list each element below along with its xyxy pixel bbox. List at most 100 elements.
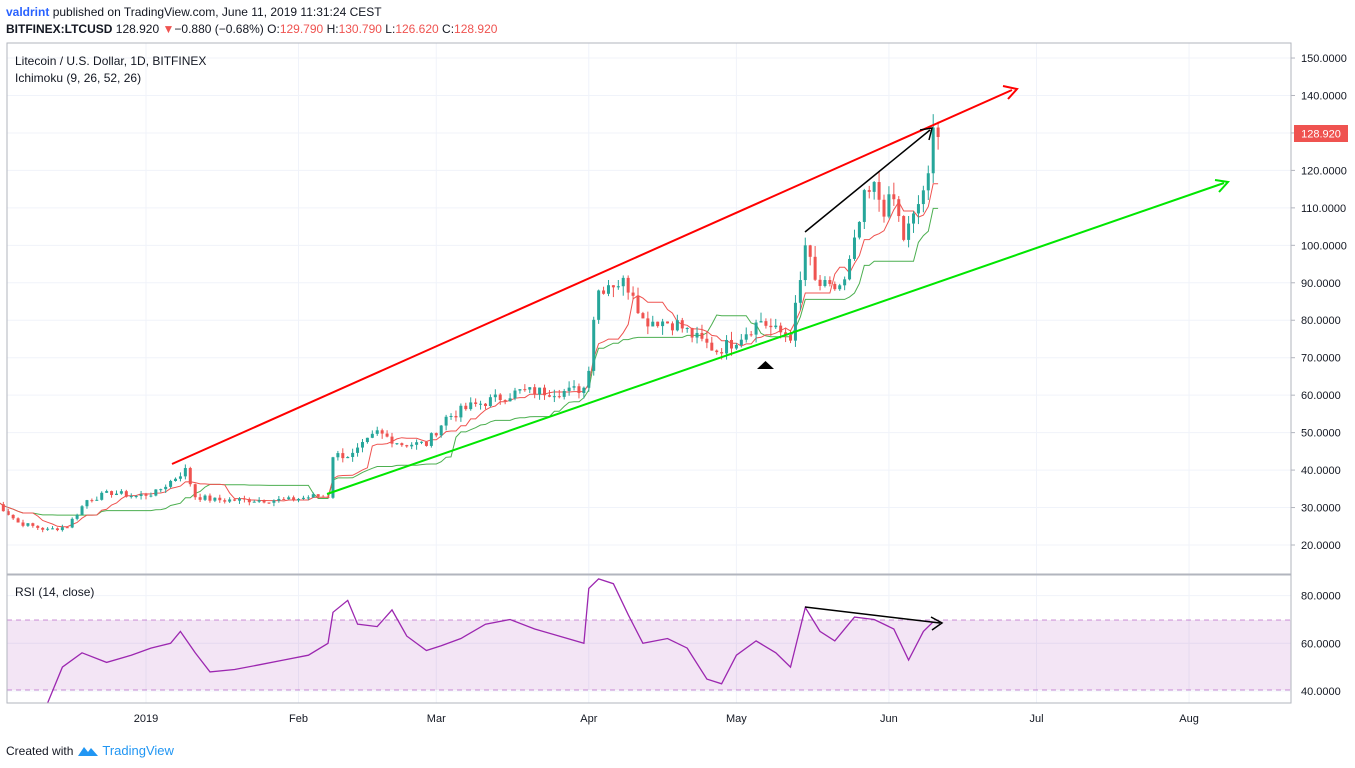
candle <box>282 498 286 500</box>
candle <box>774 325 778 328</box>
candle <box>51 528 55 530</box>
candle <box>306 497 310 499</box>
candle <box>129 496 133 498</box>
candle <box>449 415 453 417</box>
candle <box>134 495 138 497</box>
candle <box>247 499 251 503</box>
candle <box>193 484 197 498</box>
candle <box>867 190 871 192</box>
candle <box>636 295 640 314</box>
candle <box>828 280 832 284</box>
candle <box>582 387 586 394</box>
candle <box>385 433 389 437</box>
candle <box>326 496 330 498</box>
price-tick-label: 100.0000 <box>1301 240 1347 252</box>
candle <box>887 194 891 217</box>
candle <box>700 332 704 339</box>
candle <box>297 498 301 501</box>
candle <box>769 325 773 328</box>
candle <box>459 405 463 418</box>
candle <box>479 403 483 405</box>
candle <box>474 402 478 404</box>
candle <box>267 502 271 504</box>
time-tick-label: Jun <box>880 713 898 725</box>
candle <box>838 285 842 290</box>
open-label: O: <box>267 22 280 36</box>
candle <box>813 256 817 280</box>
price-tick-label: 120.0000 <box>1301 165 1347 177</box>
price-tick-label: 20.0000 <box>1301 540 1341 552</box>
candle <box>793 302 797 341</box>
candle <box>715 350 719 353</box>
candle <box>272 500 276 503</box>
price-swing-arrow-head <box>919 127 934 141</box>
candle <box>400 443 404 446</box>
price-tick-label: 30.0000 <box>1301 503 1341 515</box>
candle <box>41 527 45 530</box>
price-tick-label: 90.0000 <box>1301 278 1341 290</box>
candle <box>95 499 99 501</box>
footer-created: Created with <box>6 743 74 758</box>
close-value: 128.920 <box>454 22 498 36</box>
candle <box>739 339 743 346</box>
high-value: 130.790 <box>338 22 382 36</box>
time-tick-label: Feb <box>289 713 308 725</box>
resistance-arrow-head <box>1002 85 1019 100</box>
candle <box>528 387 532 390</box>
candle <box>872 182 876 192</box>
tradingview-logo-icon <box>78 747 99 756</box>
candle <box>114 493 118 495</box>
price-tick-label: 140.0000 <box>1301 90 1347 102</box>
candle <box>257 500 261 502</box>
chart-grid <box>7 43 1291 703</box>
candle <box>587 370 591 388</box>
time-tick-label: Apr <box>580 713 597 725</box>
author-name[interactable]: valdrint <box>6 5 50 19</box>
candles <box>1 114 940 533</box>
candle <box>552 396 556 398</box>
candle <box>547 395 551 397</box>
rsi-tick-label: 80.0000 <box>1301 591 1341 603</box>
rsi-tick-label: 60.0000 <box>1301 638 1341 650</box>
rsi-divergence-arrow-head <box>930 616 944 631</box>
candle <box>198 497 202 500</box>
candle <box>233 499 237 501</box>
footer-brand[interactable]: TradingView <box>102 743 174 758</box>
candle <box>149 495 153 497</box>
candle <box>252 501 256 503</box>
candle <box>351 452 355 457</box>
tenkan-line <box>0 183 939 528</box>
candle <box>754 322 758 335</box>
rsi-band <box>7 620 1291 690</box>
candle <box>538 387 542 395</box>
candle <box>710 342 714 351</box>
candle <box>602 290 606 294</box>
candle <box>429 433 433 446</box>
price-tick-label: 40.0000 <box>1301 465 1341 477</box>
candle <box>169 480 173 487</box>
candle <box>144 494 148 496</box>
support-trendline <box>326 182 1225 495</box>
candle <box>641 313 645 319</box>
candle <box>882 199 886 217</box>
candle <box>464 405 468 410</box>
price-change: −0.880 (−0.68%) <box>174 22 264 36</box>
candle <box>346 456 350 459</box>
candle <box>597 290 601 320</box>
candle <box>70 518 74 528</box>
candle <box>912 213 916 224</box>
time-tick-label: Mar <box>427 713 446 725</box>
candle <box>395 443 399 445</box>
candle <box>75 514 79 519</box>
candle <box>493 394 497 398</box>
candle <box>100 492 104 500</box>
candle <box>936 127 940 137</box>
candle <box>124 491 128 497</box>
time-tick-label: 2019 <box>134 713 158 725</box>
candle <box>567 387 571 391</box>
candle <box>55 528 59 531</box>
candle <box>218 497 222 501</box>
candle <box>764 321 768 326</box>
candle <box>725 339 729 354</box>
